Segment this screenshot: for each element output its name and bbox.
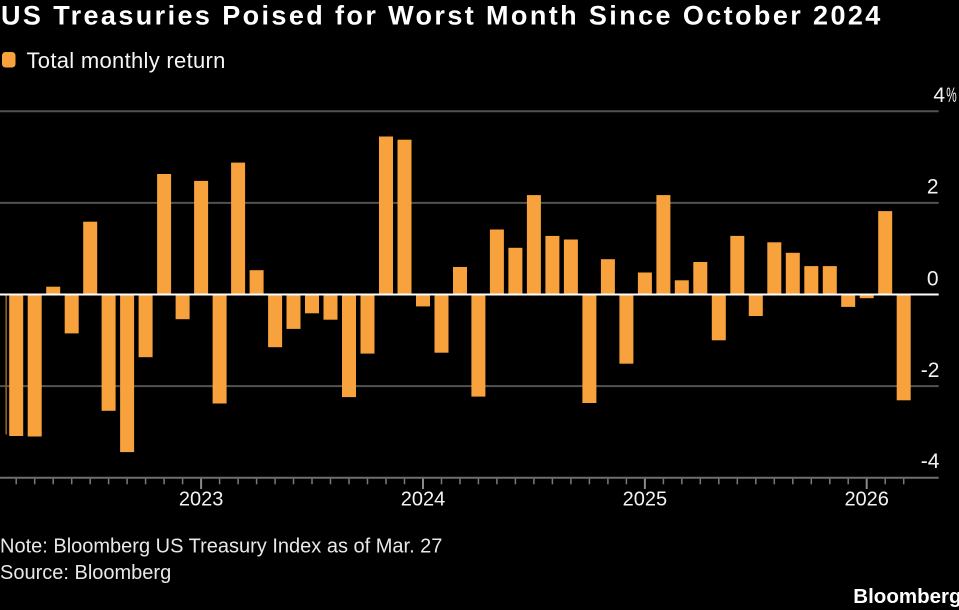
svg-text:Note: Bloomberg US Treasury In: Note: Bloomberg US Treasury Index as of … (0, 536, 442, 558)
svg-text:%: % (946, 83, 956, 106)
svg-text:4: 4 (933, 84, 945, 107)
svg-text:2: 2 (927, 176, 939, 199)
svg-text:-4: -4 (921, 450, 940, 473)
svg-text:2026: 2026 (844, 489, 889, 511)
svg-text:-2: -2 (921, 359, 940, 382)
svg-text:Source: Bloomberg: Source: Bloomberg (0, 562, 171, 584)
svg-text:Bloomberg: Bloomberg (853, 585, 959, 608)
svg-text:US Treasuries Poised for Worst: US Treasuries Poised for Worst Month Sin… (1, 1, 883, 31)
svg-text:2024: 2024 (401, 489, 446, 511)
svg-text:2023: 2023 (179, 489, 224, 511)
svg-text:Total monthly return: Total monthly return (27, 48, 226, 73)
svg-text:0: 0 (927, 268, 939, 291)
svg-text:2025: 2025 (623, 489, 668, 511)
